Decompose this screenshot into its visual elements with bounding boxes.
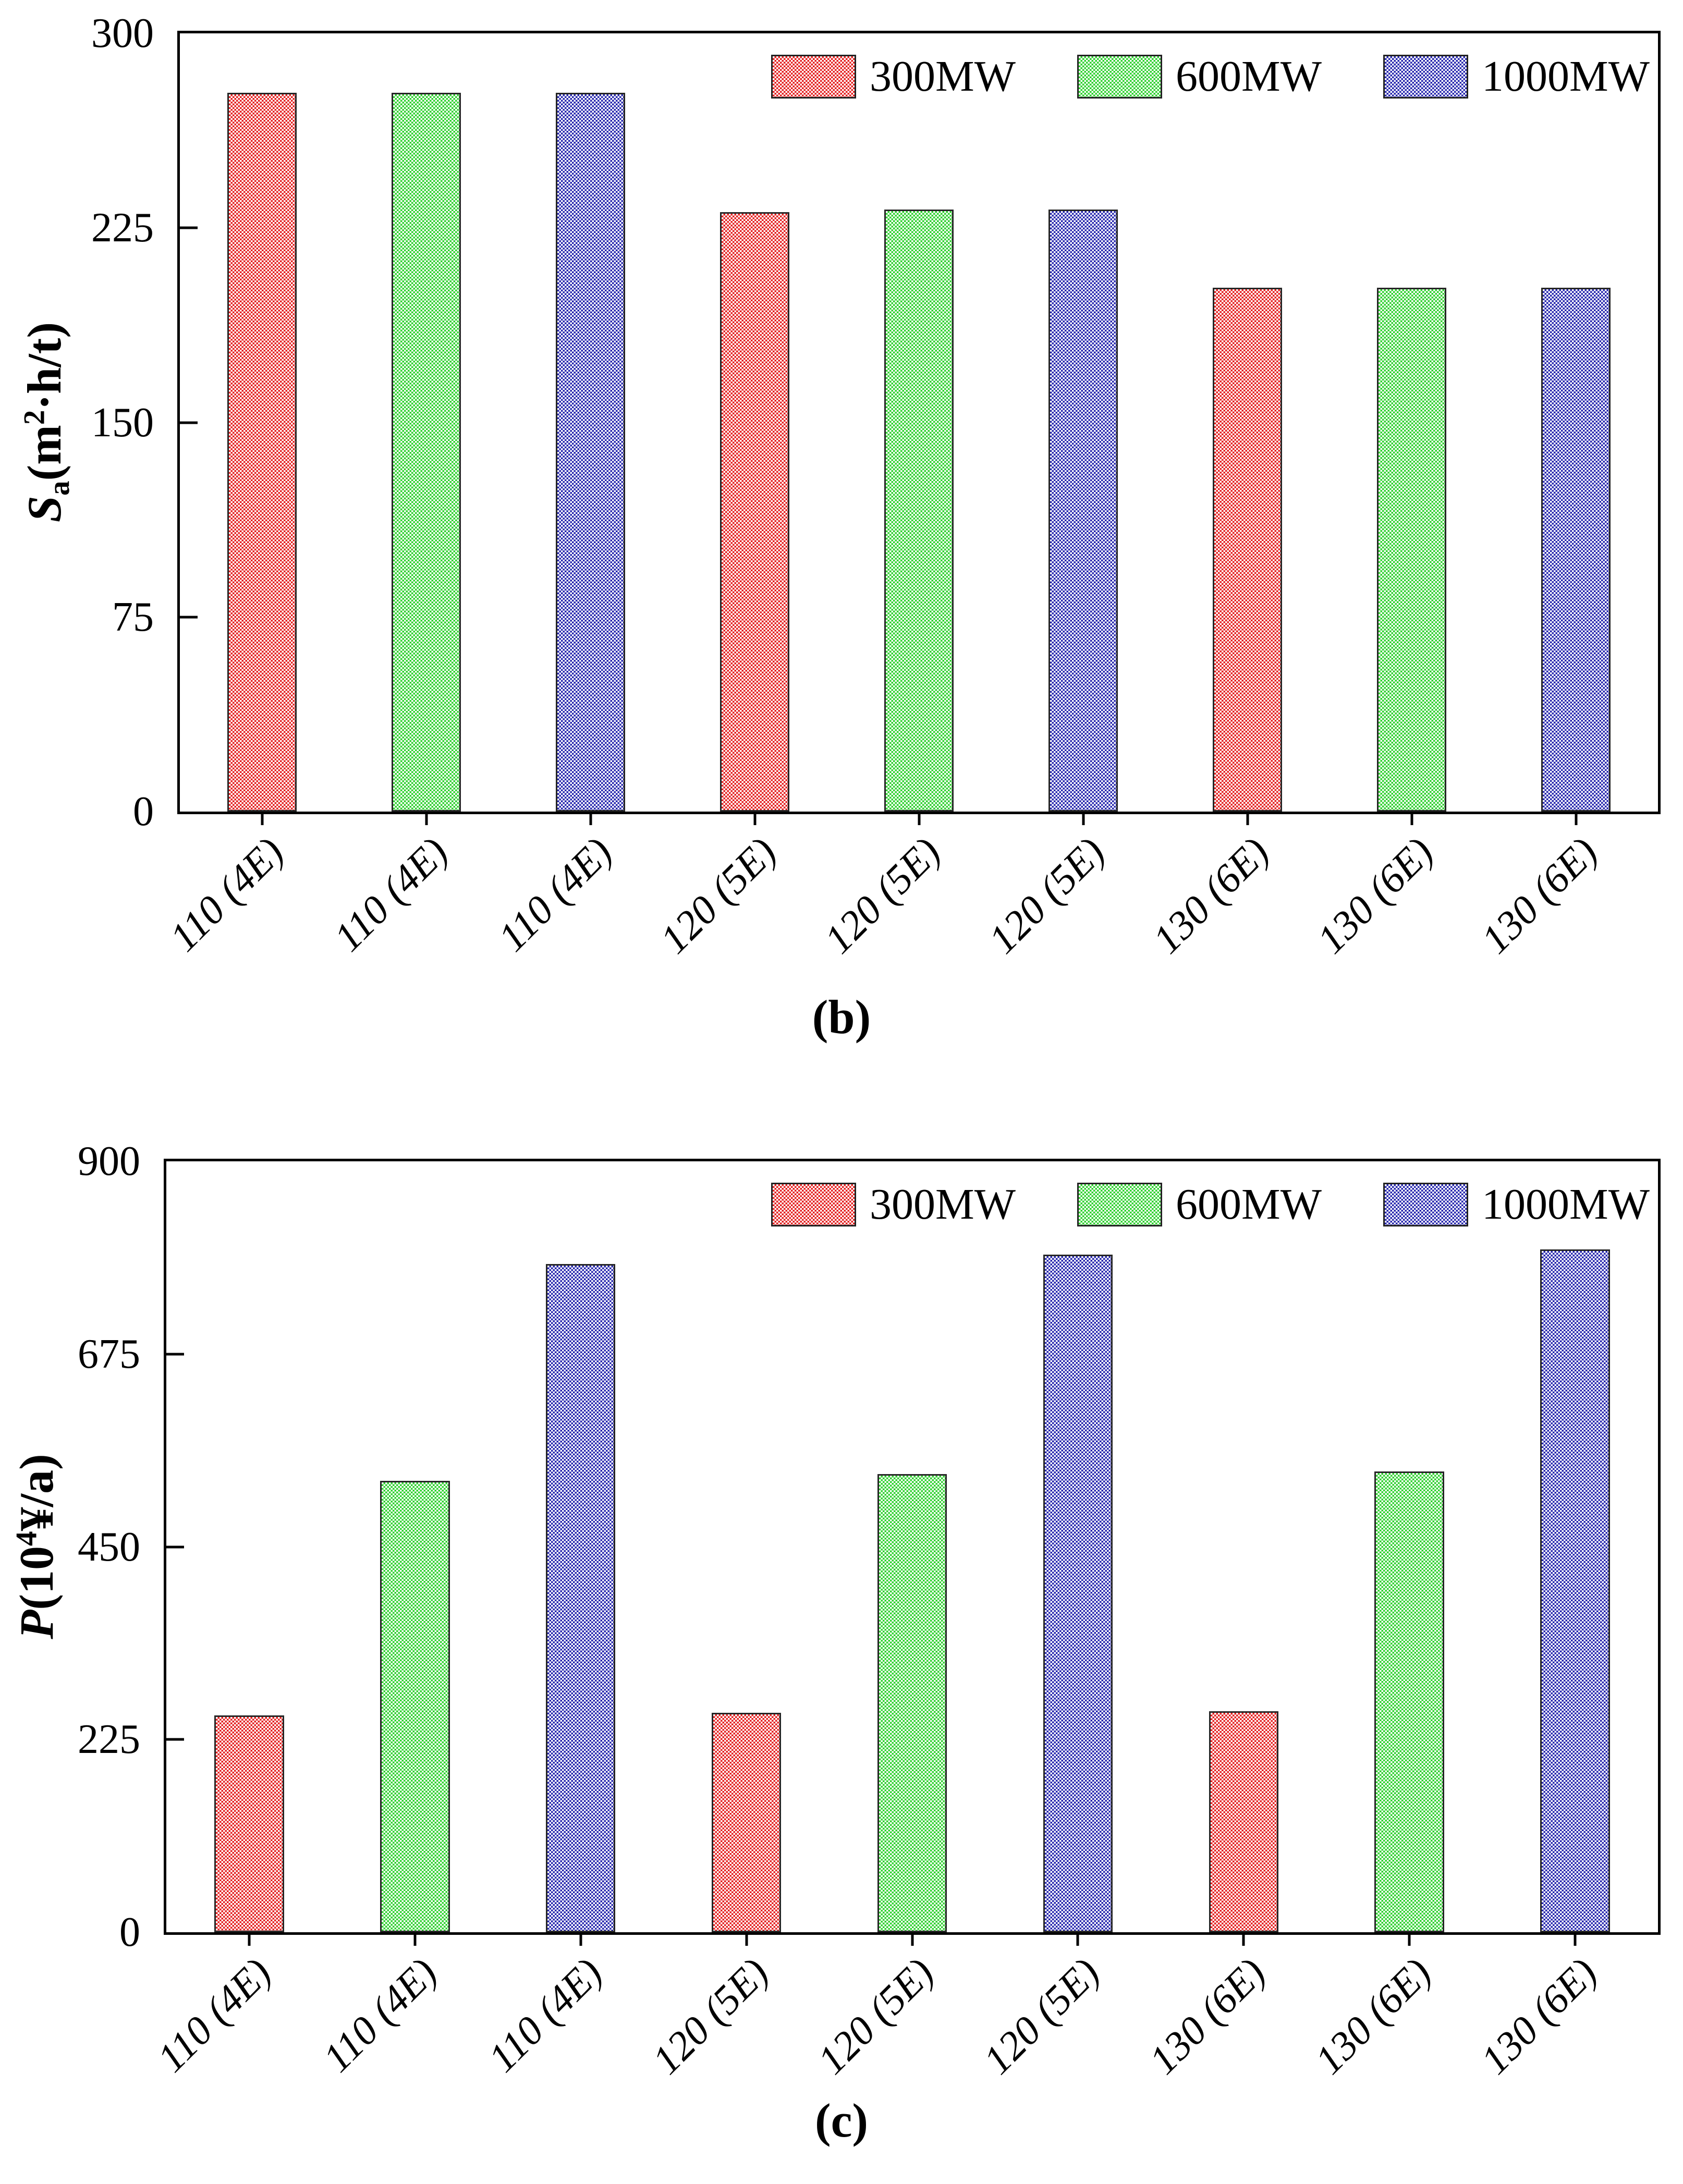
legend-label-300MW: 300MW: [870, 52, 1016, 101]
y-tick-label-75: 75: [112, 594, 154, 640]
bar-600MW-110(4E): [380, 1480, 450, 1932]
legend-label-600MW: 600MW: [1176, 52, 1322, 101]
bar-1000MW-120(5E): [1048, 210, 1118, 812]
x-tick-label-8: 130 (6E): [1471, 1949, 1606, 2083]
bar-600MW-130(6E): [1377, 287, 1446, 812]
bar-600MW-110(4E): [392, 93, 461, 812]
y-tick-75: [180, 616, 198, 619]
x-tick-label-6: 130 (6E): [1140, 1949, 1274, 2083]
y-tick-label-900: 900: [78, 1138, 140, 1184]
y-tick-label-0: 0: [119, 1909, 140, 1955]
x-tick-label-4: 120 (5E): [809, 1949, 943, 2083]
bar-600MW-130(6E): [1374, 1471, 1444, 1932]
y-tick-150: [180, 421, 198, 424]
x-tick-5: [1082, 812, 1084, 825]
x-tick-6: [1246, 812, 1249, 825]
ylabel-post: ¥/a): [10, 1454, 63, 1531]
x-tick-label-7: 130 (6E): [1306, 1949, 1440, 2083]
x-tick-5: [1076, 1932, 1079, 1946]
x-tick-label-0: 110 (4E): [148, 1949, 279, 2081]
bar-1000MW-130(6E): [1541, 287, 1611, 812]
bar-300MW-110(4E): [214, 1715, 284, 1932]
panel-caption-b: (b): [812, 990, 871, 1044]
x-tick-0: [248, 1932, 251, 1946]
bar-300MW-130(6E): [1209, 1711, 1279, 1932]
bar-300MW-120(5E): [711, 1713, 782, 1932]
x-tick-4: [911, 1932, 913, 1946]
bar-600MW-120(5E): [884, 210, 954, 812]
x-tick-8: [1575, 812, 1577, 825]
x-tick-7: [1408, 1932, 1411, 1946]
legend-swatch-1000MW: [1383, 1182, 1469, 1226]
x-tick-1: [413, 1932, 417, 1946]
y-tick-label-0: 0: [133, 789, 154, 835]
x-tick-label-5: 120 (5E): [974, 1949, 1108, 2083]
plot-area-b: 300MW 600MW 1000MW 0 75 150 225 300 110 (4E) 110…: [91, 13, 1661, 962]
legend-item-300MW: 300MW: [771, 1179, 1016, 1230]
y-tick-label-225: 225: [78, 1716, 140, 1763]
plot-area-c: 300MW 600MW 1000MW 0 225 450 675 900 110 (4E) 11…: [78, 1140, 1661, 2083]
x-tick-label-3: 120 (5E): [643, 1949, 777, 2083]
legend-item-600MW: 600MW: [1077, 1179, 1322, 1230]
legend-swatch-600MW: [1077, 1182, 1163, 1226]
legend-swatch-300MW: [771, 1182, 857, 1226]
legend-swatch-1000MW: [1383, 54, 1469, 99]
bar-1000MW-130(6E): [1540, 1249, 1610, 1932]
bar-600MW-120(5E): [877, 1474, 947, 1932]
bar-300MW-110(4E): [227, 93, 297, 812]
x-tick-8: [1574, 1932, 1577, 1946]
y-tick-675: [166, 1353, 184, 1356]
legend-item-1000MW: 1000MW: [1383, 1179, 1650, 1230]
y-tick-label-300: 300: [91, 10, 154, 56]
bar-300MW-130(6E): [1213, 287, 1282, 812]
legend-item-300MW: 300MW: [771, 51, 1016, 102]
ylabel-variable: P: [10, 1610, 63, 1639]
x-tick-7: [1410, 812, 1413, 825]
x-tick-2: [579, 1932, 582, 1946]
y-tick-label-675: 675: [78, 1331, 140, 1377]
x-tick-label-1: 110 (4E): [313, 1949, 445, 2081]
legend-b: 300MW 600MW 1000MW: [771, 51, 1650, 102]
y-tick-label-150: 150: [91, 399, 154, 446]
legend-swatch-600MW: [1077, 54, 1163, 99]
legend-label-300MW: 300MW: [870, 1180, 1016, 1229]
x-tick-label-2: 110 (4E): [479, 1949, 611, 2081]
x-tick-3: [753, 812, 756, 825]
x-tick-3: [745, 1932, 748, 1946]
bar-1000MW-110(4E): [556, 93, 625, 812]
x-tick-0: [261, 812, 263, 825]
panel-caption-c: (c): [814, 2094, 869, 2147]
bar-1000MW-120(5E): [1043, 1255, 1113, 1932]
y-tick-450: [166, 1545, 184, 1548]
y-tick-label-450: 450: [78, 1524, 140, 1570]
y-tick-225: [166, 1738, 184, 1741]
bar-1000MW-110(4E): [545, 1264, 616, 1932]
legend-item-600MW: 600MW: [1077, 51, 1322, 102]
legend-label-1000MW: 1000MW: [1482, 52, 1650, 101]
legend-item-1000MW: 1000MW: [1383, 51, 1650, 102]
bar-300MW-120(5E): [720, 212, 789, 812]
legend-label-600MW: 600MW: [1176, 1180, 1322, 1229]
x-tick-2: [589, 812, 592, 825]
legend-label-1000MW: 1000MW: [1482, 1180, 1650, 1229]
x-tick-6: [1242, 1932, 1245, 1946]
legend-swatch-300MW: [771, 54, 857, 99]
x-tick-4: [918, 812, 920, 825]
y-tick-label-225: 225: [91, 205, 154, 251]
legend-c: 300MW 600MW 1000MW: [771, 1179, 1650, 1230]
x-tick-1: [425, 812, 428, 825]
y-tick-225: [180, 226, 198, 229]
